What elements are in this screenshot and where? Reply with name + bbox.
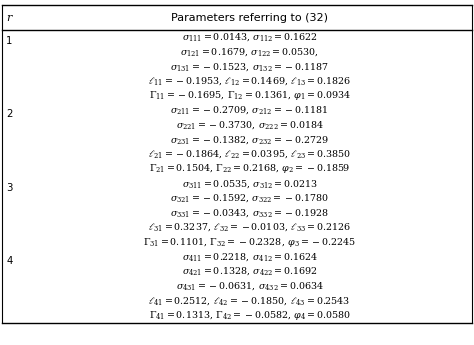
Text: $\sigma_{421} = 0.1328,\, \sigma_{422} = 0.1692$: $\sigma_{421} = 0.1328,\, \sigma_{422} =… (182, 265, 318, 277)
Text: $\sigma_{211} = -0.2709,\, \sigma_{212} = -0.1181$: $\sigma_{211} = -0.2709,\, \sigma_{212} … (170, 105, 329, 117)
Text: $\ell_{41} = 0.2512,\, \ell_{42} = -0.1850,\, \ell_{43} = 0.2543$: $\ell_{41} = 0.2512,\, \ell_{42} = -0.18… (148, 295, 351, 307)
Text: $\ell_{21} = -0.1864,\, \ell_{22} = 0.0395,\, \ell_{23} = 0.3850$: $\ell_{21} = -0.1864,\, \ell_{22} = 0.03… (148, 148, 351, 160)
Text: $\sigma_{321} = -0.1592,\, \sigma_{322} = -0.1780$: $\sigma_{321} = -0.1592,\, \sigma_{322} … (170, 192, 329, 204)
Text: $\sigma_{231} = -0.1382,\, \sigma_{232} = -0.2729$: $\sigma_{231} = -0.1382,\, \sigma_{232} … (170, 134, 329, 146)
Text: $r$: $r$ (6, 13, 14, 22)
Text: $\Gamma_{41} = 0.1313,\, \Gamma_{42} = -0.0582,\, \varphi_4 = 0.0580$: $\Gamma_{41} = 0.1313,\, \Gamma_{42} = -… (149, 309, 350, 322)
Text: Parameters referring to (32): Parameters referring to (32) (171, 13, 328, 22)
Text: $\Gamma_{31} = 0.1101,\, \Gamma_{32} = -0.2328,\, \varphi_3 = -0.2245$: $\Gamma_{31} = 0.1101,\, \Gamma_{32} = -… (143, 236, 356, 249)
Text: $\sigma_{331} = -0.0343,\, \sigma_{332} = -0.1928$: $\sigma_{331} = -0.0343,\, \sigma_{332} … (170, 207, 329, 219)
Text: $\sigma_{121} = 0.1679,\, \sigma_{122} = 0.0530,$: $\sigma_{121} = 0.1679,\, \sigma_{122} =… (180, 46, 319, 58)
Text: $\Gamma_{11} = -0.1695,\, \Gamma_{12} = 0.1361,\, \varphi_1 = 0.0934$: $\Gamma_{11} = -0.1695,\, \Gamma_{12} = … (148, 89, 351, 102)
Text: 2: 2 (6, 109, 12, 119)
Text: $\sigma_{111} = 0.0143,\, \sigma_{112} = 0.1622$: $\sigma_{111} = 0.0143,\, \sigma_{112} =… (182, 31, 318, 43)
Text: $\Gamma_{21} = 0.1504,\, \Gamma_{22} = 0.2168,\, \varphi_2 = -0.1859$: $\Gamma_{21} = 0.1504,\, \Gamma_{22} = 0… (149, 162, 350, 176)
Text: 1: 1 (6, 36, 12, 46)
Text: 3: 3 (6, 183, 12, 193)
Text: $\ell_{31} = 0.3237,\, \ell_{32} = -0.0103,\, \ell_{33} = 0.2126$: $\ell_{31} = 0.3237,\, \ell_{32} = -0.01… (148, 221, 351, 234)
Text: $\sigma_{221} = -0.3730,\, \sigma_{222} = 0.0184$: $\sigma_{221} = -0.3730,\, \sigma_{222} … (176, 119, 323, 131)
Text: $\ell_{11} = -0.1953,\, \ell_{12} = 0.1469,\, \ell_{13} = 0.1826$: $\ell_{11} = -0.1953,\, \ell_{12} = 0.14… (148, 75, 351, 87)
Text: 4: 4 (6, 256, 12, 266)
Text: $\sigma_{411} = 0.2218,\, \sigma_{412} = 0.1624$: $\sigma_{411} = 0.2218,\, \sigma_{412} =… (182, 251, 318, 263)
Text: $\sigma_{311} = 0.0535,\, \sigma_{312} = 0.0213$: $\sigma_{311} = 0.0535,\, \sigma_{312} =… (182, 178, 318, 190)
Text: $\sigma_{131} = -0.1523,\, \sigma_{132} = -0.1187$: $\sigma_{131} = -0.1523,\, \sigma_{132} … (170, 61, 329, 72)
Text: $\sigma_{431} = -0.0631,\, \sigma_{432} = 0.0634$: $\sigma_{431} = -0.0631,\, \sigma_{432} … (176, 280, 323, 292)
